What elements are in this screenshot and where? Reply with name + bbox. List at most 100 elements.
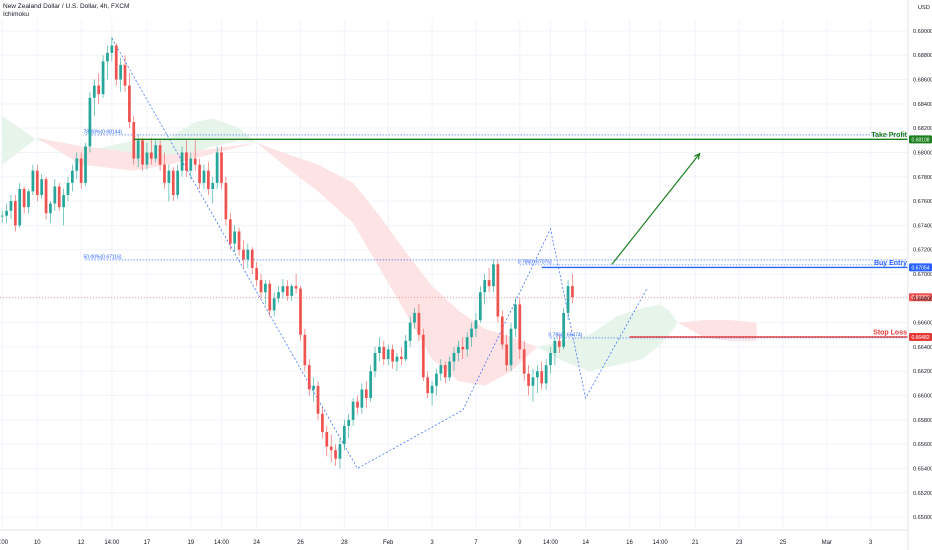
- fib-label: 0.786(0.67075): [518, 259, 552, 265]
- y-tick-label: 0.67400: [913, 223, 932, 229]
- candle-body: [487, 280, 491, 287]
- candle-body: [66, 182, 70, 196]
- candle-body: [400, 356, 403, 360]
- candle-body: [220, 152, 223, 183]
- y-tick-label: 0.67600: [913, 199, 932, 205]
- candle-body: [347, 419, 351, 426]
- candle-body: [452, 352, 456, 362]
- level-price-tag: [909, 263, 932, 272]
- candle-body: [101, 61, 105, 95]
- last-price-tag-text: 0.66809: [911, 295, 929, 301]
- candle-body: [483, 280, 487, 293]
- candle-body: [378, 346, 381, 353]
- candle-body: [176, 170, 180, 196]
- x-tick-label: 28: [341, 540, 348, 546]
- candle-body: [114, 45, 118, 80]
- candle-body: [132, 122, 136, 159]
- y-tick-label: 0.65800: [913, 418, 932, 424]
- candle-body: [549, 352, 552, 366]
- candle-body: [9, 201, 13, 211]
- candle-body: [382, 346, 386, 360]
- chart-title: New Zealand Dollar / U.S. Dollar, 4h, FX…: [3, 3, 130, 10]
- candle-body: [158, 145, 162, 165]
- candle-body: [163, 164, 166, 183]
- candle-body: [303, 334, 307, 366]
- candle-body: [27, 191, 30, 208]
- candle-body: [571, 286, 574, 298]
- level-price-tag: [909, 135, 932, 144]
- y-tick-label: 0.65200: [913, 491, 932, 497]
- x-tick-label: 19: [187, 540, 194, 546]
- candle-body: [470, 328, 473, 338]
- candle-body: [211, 182, 215, 189]
- y-tick-label: 0.68000: [913, 150, 932, 156]
- y-tick-label: 0.66600: [913, 321, 932, 327]
- candle-body: [342, 425, 346, 445]
- candle-body: [224, 182, 228, 220]
- candle-body: [264, 283, 267, 293]
- candle-body: [123, 64, 127, 86]
- candle-body: [185, 152, 188, 171]
- y-tick-label: 0.67800: [913, 175, 932, 181]
- x-tick-label: 23: [736, 540, 743, 546]
- x-tick-label: 25: [780, 540, 787, 546]
- candle-body: [49, 203, 52, 214]
- y-tick-label: 0.66400: [913, 345, 932, 351]
- candle-body: [202, 170, 206, 183]
- candle-body: [149, 152, 153, 159]
- candle-body: [448, 361, 451, 378]
- candle-body: [386, 349, 390, 360]
- candle-body: [395, 356, 399, 362]
- candle-body: [496, 264, 500, 317]
- candle-body: [189, 158, 193, 171]
- candle-body: [13, 201, 17, 226]
- candle-body: [180, 152, 184, 171]
- candle-body: [514, 304, 517, 329]
- y-tick-label: 0.69000: [913, 29, 932, 35]
- candle-body: [356, 401, 359, 408]
- x-tick-label: 3: [430, 540, 434, 546]
- candle-body: [285, 286, 289, 296]
- candle-body: [492, 264, 495, 287]
- candle-body: [540, 371, 544, 384]
- candle-body: [171, 170, 175, 196]
- candle-body: [88, 97, 92, 147]
- x-tick-label: 14: [582, 540, 589, 546]
- level-price-tag-text: 0.67054: [911, 265, 929, 271]
- candle-body: [299, 288, 302, 335]
- candle-body: [277, 292, 280, 299]
- candle-body: [31, 170, 35, 192]
- level-label: Take Profit: [871, 132, 907, 139]
- candle-body: [553, 340, 557, 353]
- candle-body: [509, 328, 513, 366]
- candle-body: [145, 152, 149, 165]
- x-tick-label: 9: [518, 540, 522, 546]
- candle-body: [242, 249, 245, 260]
- ichimoku-cloud-red: [37, 137, 538, 386]
- candle-body: [290, 286, 294, 296]
- candle-body: [373, 352, 377, 372]
- x-tick-label: 3: [869, 540, 873, 546]
- y-tick-label: 0.66200: [913, 369, 932, 375]
- fib-label: 50.00%(0.67116): [84, 254, 122, 260]
- candle-body: [40, 179, 44, 196]
- candle-body: [119, 64, 122, 80]
- x-tick-label: 26: [297, 540, 304, 546]
- x-tick-label: 7: [474, 540, 478, 546]
- candle-body: [255, 267, 258, 281]
- candle-body: [522, 349, 526, 374]
- fib-label: 0.786(0.66474): [549, 332, 583, 338]
- candle-body: [18, 188, 22, 226]
- candle-body: [531, 377, 535, 386]
- candle-body: [391, 349, 394, 362]
- candle-body: [233, 231, 237, 244]
- harmonic-pattern-line: [111, 38, 648, 469]
- last-price-tag: [909, 293, 932, 302]
- x-tick-label: 21: [692, 540, 699, 546]
- y-tick-label: 0.68200: [913, 126, 932, 132]
- x-tick-label: 14:00: [104, 540, 120, 546]
- ichimoku-cloud-red: [677, 320, 757, 341]
- candle-body: [259, 280, 263, 293]
- candle-body: [465, 337, 469, 350]
